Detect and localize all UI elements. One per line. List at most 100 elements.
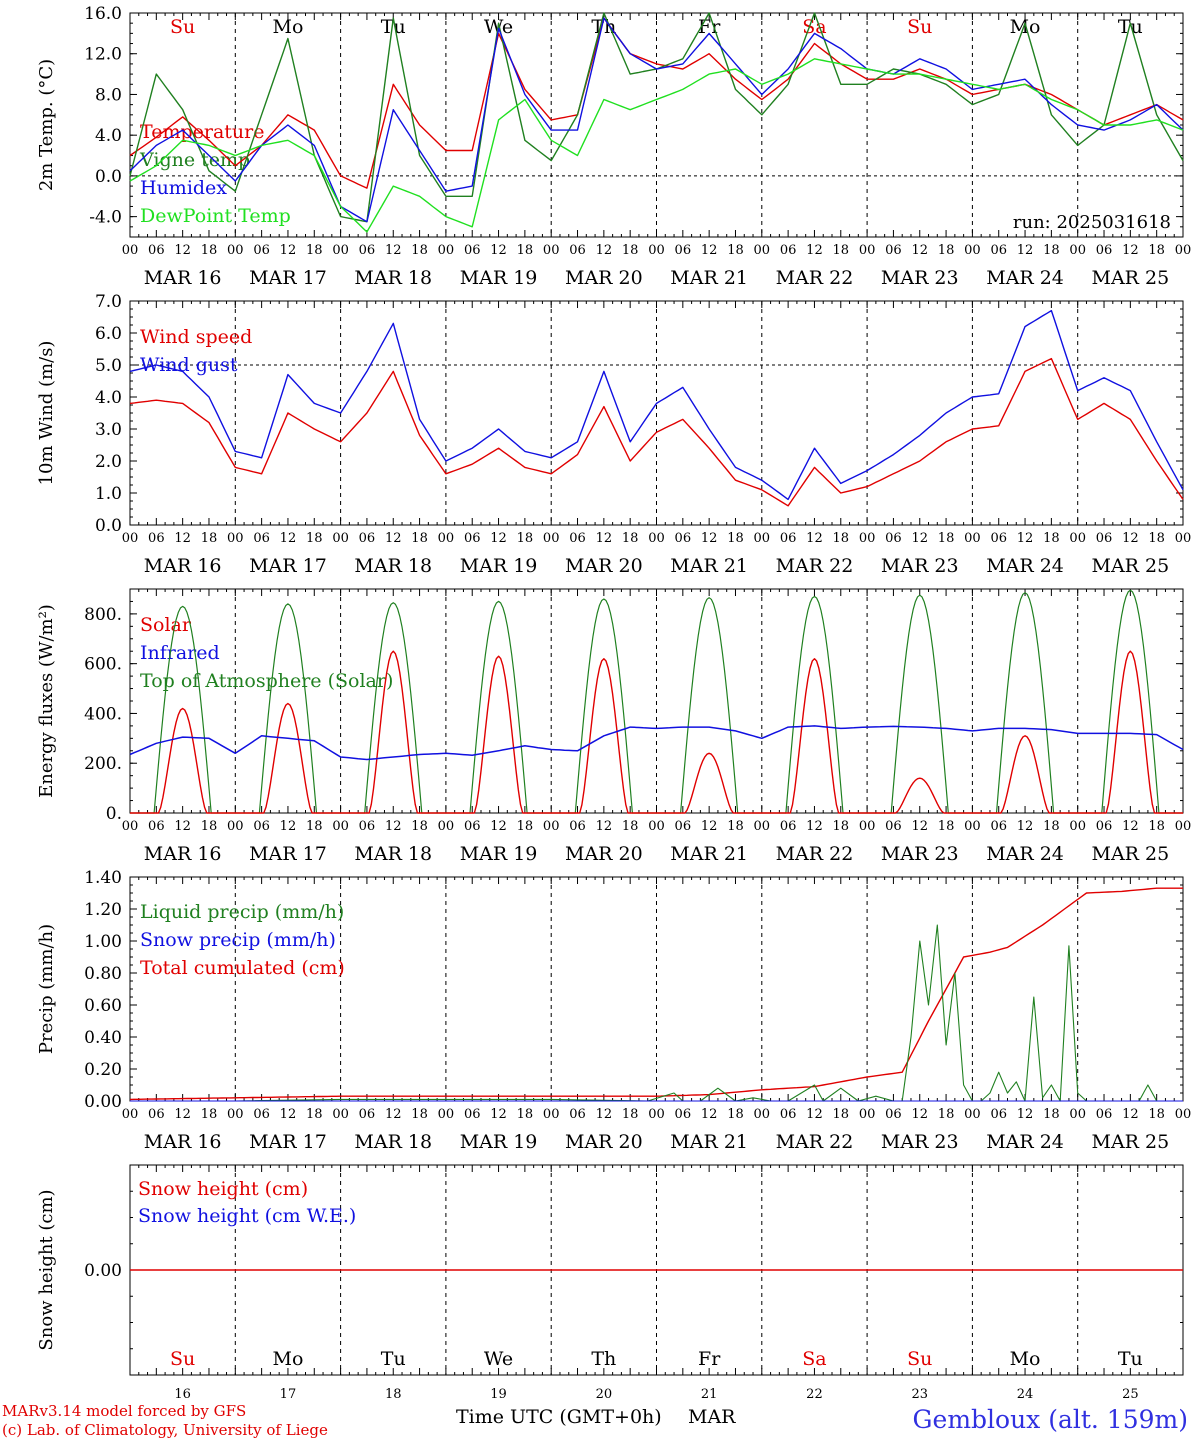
x-hour-label: 12: [174, 1107, 191, 1122]
x-hour-label: 06: [885, 243, 902, 258]
x-date-label: MAR 25: [1091, 555, 1169, 577]
day-abbrev-label: Mo: [272, 1348, 303, 1370]
legend-entry: Total cumulated (cm): [140, 957, 345, 979]
x-date-label: MAR 16: [144, 1131, 222, 1153]
y-axis-label: Energy fluxes (W/m²): [36, 604, 57, 798]
y-axis-label: 10m Wind (m/s): [36, 341, 57, 486]
x-hour-label: 00: [648, 531, 665, 546]
x-date-label: MAR 17: [249, 555, 327, 577]
legend-entry: Vigne temp: [139, 149, 250, 171]
y-tick-label: -4.0: [89, 208, 122, 228]
x-hour-label: 12: [1122, 1107, 1139, 1122]
x-hour-label: 12: [490, 819, 507, 834]
x-date-label: MAR 22: [776, 843, 854, 865]
x-day-number-label: 22: [806, 1387, 823, 1402]
x-hour-label: 18: [1148, 819, 1165, 834]
x-hour-label: 12: [596, 1107, 613, 1122]
x-hour-label: 06: [569, 243, 586, 258]
x-day-number-label: 18: [385, 1387, 402, 1402]
x-date-label: MAR 24: [986, 1131, 1064, 1153]
x-hour-label: 18: [201, 1107, 218, 1122]
x-hour-label: 12: [911, 819, 928, 834]
y-axis-label: 2m Temp. (°C): [36, 59, 57, 191]
precip-panel: 1.40 1.20 1.00 0.80 0.60 0.40 0.20 0.00 Precip (…: [36, 868, 1191, 1153]
x-hour-label: 06: [464, 531, 481, 546]
y-tick-label: 8.0: [95, 85, 122, 105]
x-hour-label: 00: [122, 243, 139, 258]
x-hour-label: 06: [464, 819, 481, 834]
x-axis-month: MAR: [688, 1406, 736, 1428]
y-tick-label: 0.0: [95, 516, 122, 536]
legend-entry: Temperature: [140, 121, 264, 143]
x-hour-label: 12: [280, 1107, 297, 1122]
x-hour-label: 18: [938, 819, 955, 834]
series-line: [129, 58, 1184, 233]
x-hour-label: 18: [938, 1107, 955, 1122]
x-day-number-label: 25: [1122, 1387, 1139, 1402]
y-tick-label: 6.0: [95, 324, 122, 344]
x-hour-label: 00: [754, 531, 771, 546]
x-day-number-label: 19: [490, 1387, 507, 1402]
x-hour-label: 18: [411, 243, 428, 258]
x-hour-label: 06: [253, 243, 270, 258]
x-hour-label: 06: [569, 1107, 586, 1122]
x-date-label: MAR 18: [354, 843, 432, 865]
x-hour-label: 18: [727, 819, 744, 834]
y-tick-label: 1.0: [95, 484, 122, 504]
x-hour-label: 06: [990, 243, 1007, 258]
x-hour-label: 06: [359, 243, 376, 258]
x-hour-label: 06: [148, 243, 165, 258]
day-abbrev-label: Tu: [1118, 1348, 1143, 1370]
x-hour-label: 18: [727, 531, 744, 546]
x-day-number-label: 16: [174, 1387, 191, 1402]
x-hour-label: 00: [227, 819, 244, 834]
x-hour-label: 12: [1017, 1107, 1034, 1122]
x-hour-label: 18: [306, 819, 323, 834]
x-date-label: MAR 22: [776, 555, 854, 577]
x-hour-label: 06: [1096, 531, 1113, 546]
x-hour-label: 06: [359, 819, 376, 834]
x-hour-label: 12: [911, 1107, 928, 1122]
x-hour-label: 06: [359, 1107, 376, 1122]
x-hour-label: 12: [174, 243, 191, 258]
legend-entry: Snow precip (mm/h): [140, 929, 336, 951]
x-hour-label: 06: [464, 1107, 481, 1122]
y-tick-label: 12.0: [84, 45, 122, 65]
x-hour-label: 12: [806, 243, 823, 258]
x-date-label: MAR 21: [670, 267, 748, 289]
x-day-number-label: 20: [596, 1387, 613, 1402]
x-hour-label: 18: [1043, 243, 1060, 258]
y-tick-label: 400.: [84, 704, 122, 724]
day-abbrev-label: Su: [907, 16, 932, 38]
y-tick-label: 1.00: [84, 932, 122, 952]
x-hour-label: 12: [701, 243, 718, 258]
x-date-label: MAR 19: [460, 843, 538, 865]
footer-lab-credit: (c) Lab. of Climatology, University of L…: [2, 1421, 328, 1439]
x-day-number-label: 23: [911, 1387, 928, 1402]
x-hour-label: 12: [1122, 243, 1139, 258]
x-hour-label: 06: [780, 1107, 797, 1122]
x-hour-label: 06: [253, 819, 270, 834]
day-abbrev-label: Tu: [381, 1348, 406, 1370]
footer-model-credit: MARv3.14 model forced by GFS: [2, 1402, 246, 1420]
station-name: Gembloux (alt. 159m): [913, 1405, 1188, 1434]
x-day-number-label: 24: [1017, 1387, 1034, 1402]
x-hour-label: 12: [385, 1107, 402, 1122]
x-hour-label: 12: [1122, 819, 1139, 834]
x-hour-label: 12: [701, 819, 718, 834]
x-date-label: MAR 17: [249, 1131, 327, 1153]
x-hour-label: 12: [596, 243, 613, 258]
x-hour-label: 18: [1148, 243, 1165, 258]
legend-entry: Humidex: [140, 177, 227, 199]
x-date-label: MAR 25: [1091, 267, 1169, 289]
x-hour-label: 18: [833, 819, 850, 834]
y-tick-label: 0.: [106, 804, 122, 824]
x-hour-label: 12: [490, 243, 507, 258]
x-hour-label: 18: [201, 819, 218, 834]
x-hour-label: 00: [438, 819, 455, 834]
x-date-label: MAR 16: [144, 267, 222, 289]
x-hour-label: 00: [332, 243, 349, 258]
y-tick-label: 0.00: [84, 1261, 122, 1281]
x-hour-label: 00: [1175, 243, 1192, 258]
